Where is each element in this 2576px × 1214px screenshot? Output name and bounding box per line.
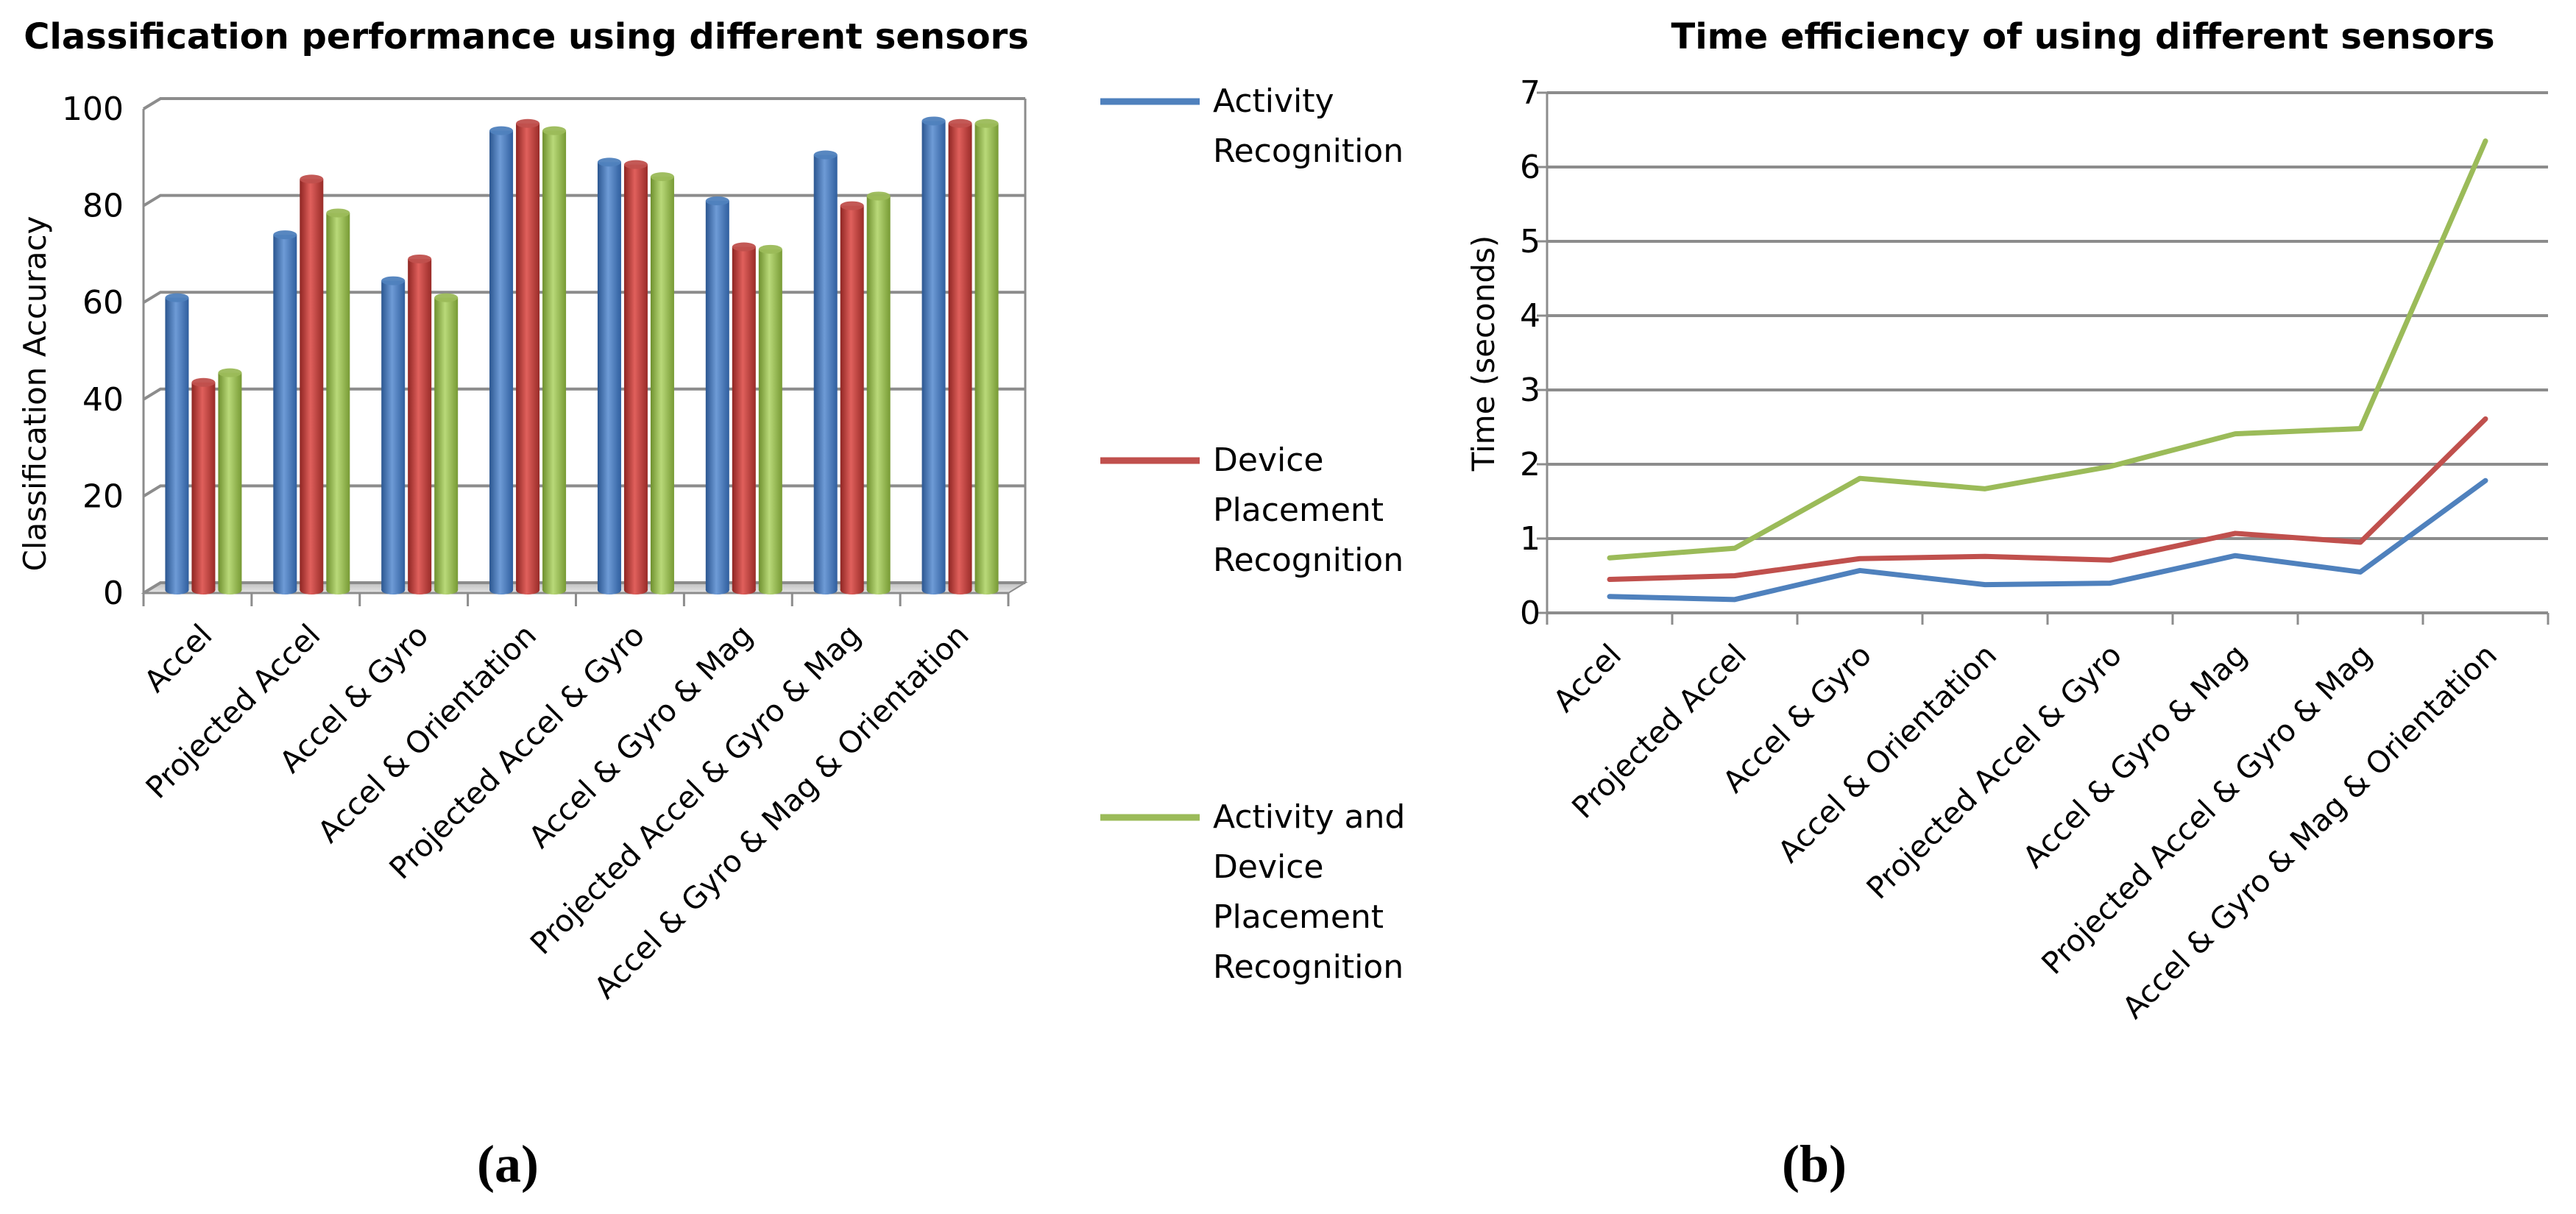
chart-b-ytick-label: 5 (1520, 223, 1540, 260)
legend: Activity Recognition Device Placement Recogn… (1100, 82, 1405, 986)
legend-label: Recognition (1213, 948, 1404, 986)
bar-placement (732, 242, 756, 594)
bar-activity (273, 230, 297, 594)
bar-activity (597, 157, 621, 594)
chart-b-category-label: Accel (1546, 637, 1628, 719)
chart-b-ytick-label: 7 (1520, 74, 1540, 112)
chart-b-gridlines (1537, 91, 2550, 625)
bar-activity (165, 293, 189, 594)
bar-combined (650, 172, 674, 594)
bar-placement (300, 174, 324, 594)
legend-label: Placement (1213, 491, 1384, 529)
bar-combined (758, 244, 782, 594)
chart-a-ytick-label: 80 (82, 188, 124, 225)
chart-a-ytick-label: 60 (82, 284, 124, 322)
bar-placement (623, 160, 648, 594)
chart-b-ylabel: Time (seconds) (1465, 235, 1501, 472)
chart-b-category-label: Accel & Orientation (1771, 637, 2003, 870)
bar-combined (974, 118, 999, 594)
legend-item: Device Placement Recognition (1100, 441, 1404, 579)
bar-placement (408, 254, 432, 594)
bar-combined (866, 191, 891, 594)
chart-b-lines (1607, 138, 2488, 603)
bar-activity (921, 116, 946, 594)
line-placement (1607, 416, 2488, 583)
chart-a-category-label: Accel (137, 617, 219, 699)
chart-b-category-label: Projected Accel & Gyro (1860, 637, 2129, 906)
chart-b: Time efficiency of using different senso… (1465, 16, 2550, 1193)
chart-a-bars (165, 116, 999, 594)
legend-item: Activity Recognition (1100, 82, 1404, 170)
line-activity (1607, 478, 2488, 603)
chart-b-ytick-label: 4 (1520, 297, 1540, 335)
bar-activity (813, 150, 838, 594)
bar-combined (218, 368, 242, 594)
bar-activity (381, 276, 406, 594)
chart-b-ytick-label: 2 (1520, 446, 1540, 483)
legend-label: Activity and (1213, 798, 1405, 836)
chart-b-title: Time efficiency of using different senso… (1671, 16, 2494, 57)
chart-b-panel-label: (b) (1782, 1135, 1847, 1193)
chart-b-ytick-label: 0 (1520, 594, 1540, 632)
bar-combined (434, 293, 459, 594)
chart-a-ytick-label: 40 (82, 381, 124, 419)
chart-b-ytick-labels: 0 1 2 3 4 5 6 7 (1520, 74, 1540, 632)
chart-a-category-label: Accel & Gyro & Mag & Orientation (587, 617, 976, 1006)
chart-a-gridline (142, 97, 1025, 110)
chart-a-ytick-label: 20 (82, 478, 124, 515)
chart-a-ytick-label: 100 (62, 90, 124, 128)
bar-combined (326, 208, 350, 594)
bar-placement (840, 201, 864, 594)
chart-a-ytick-label: 0 (103, 575, 124, 612)
legend-label: Device (1213, 441, 1323, 479)
chart-a-ytick-labels: 0 20 40 60 80 100 (62, 90, 124, 612)
chart-b-ytick-label: 1 (1520, 520, 1540, 558)
chart-a-gridline (142, 194, 1025, 207)
chart-a-panel-label: (a) (477, 1135, 539, 1193)
chart-b-ytick-label: 6 (1520, 149, 1540, 186)
bar-combined (542, 126, 567, 594)
legend-item: Activity and Device Placement Recognition (1100, 798, 1405, 986)
chart-b-ytick-label: 3 (1520, 372, 1540, 409)
bar-activity (489, 126, 514, 594)
legend-label: Recognition (1213, 132, 1404, 170)
legend-label: Placement (1213, 898, 1384, 936)
bar-activity (705, 196, 729, 594)
chart-a-ylabel: Classification Accuracy (17, 216, 53, 572)
bar-placement (516, 118, 540, 594)
chart-a: Classification performance using differe… (17, 16, 1029, 1193)
chart-b-category-label: Accel & Gyro & Mag (2016, 637, 2254, 875)
legend-label: Recognition (1213, 542, 1404, 579)
line-combined (1607, 138, 2488, 561)
bar-placement (948, 118, 972, 594)
legend-label: Activity (1213, 82, 1334, 120)
bar-placement (191, 377, 216, 594)
legend-label: Device (1213, 848, 1323, 886)
chart-a-title: Classification performance using differe… (24, 16, 1029, 57)
chart-a-category-label: Accel & Orientation (311, 617, 543, 850)
